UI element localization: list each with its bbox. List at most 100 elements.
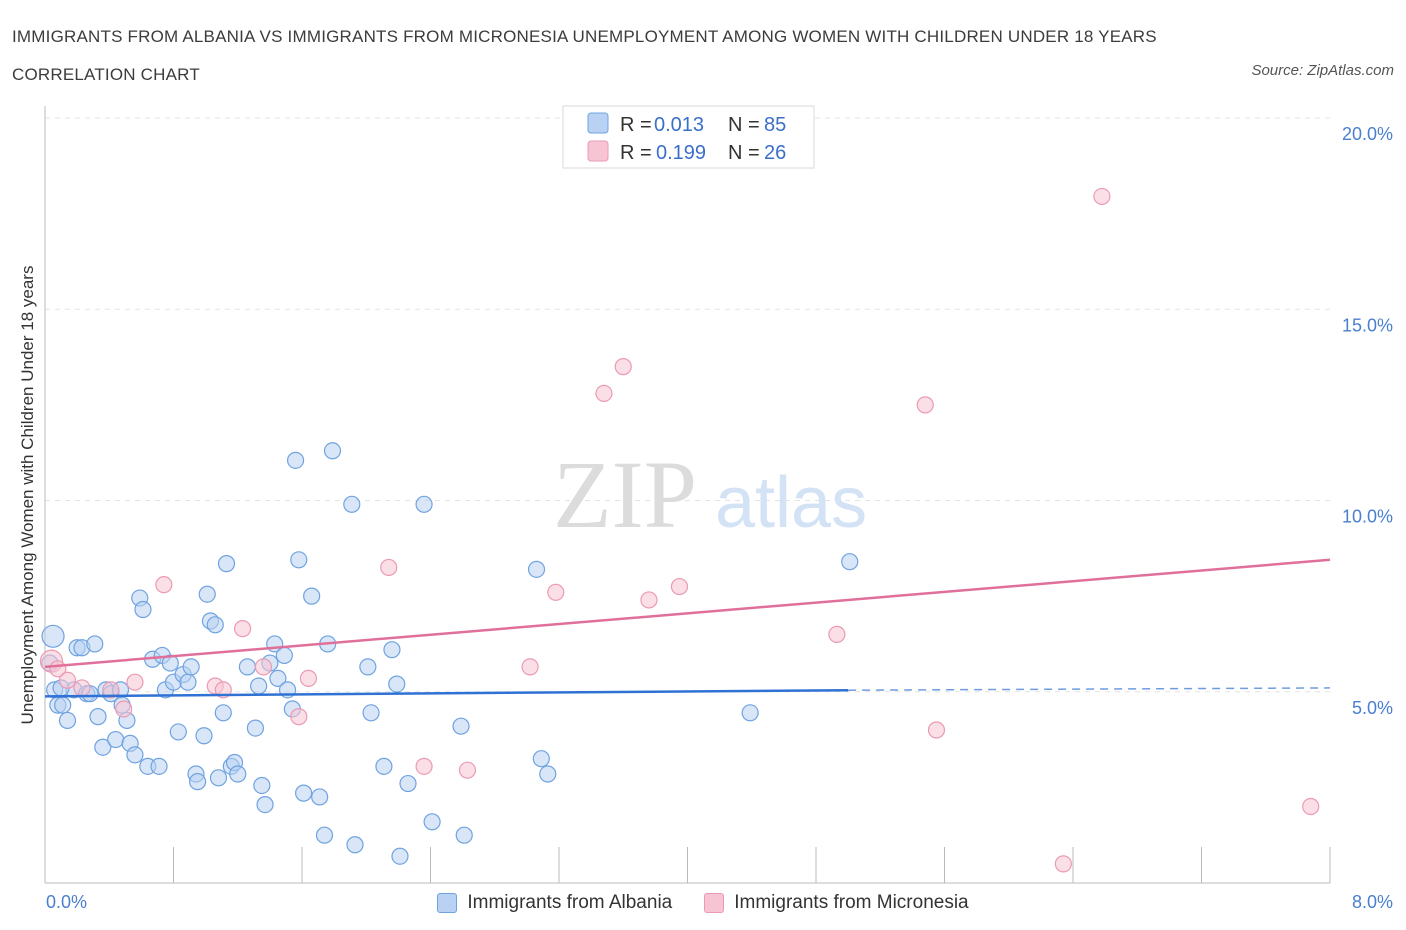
point-albania	[455, 826, 473, 844]
bottom-legend: Immigrants from Albania Immigrants from …	[0, 888, 1406, 918]
legend-swatch-albania	[437, 893, 458, 913]
legend-item-micronesia: Immigrants from Micronesia	[704, 892, 969, 914]
point-albania	[362, 704, 380, 722]
legend-swatch-micronesia	[587, 140, 609, 162]
legend-r-label-micronesia: R =	[620, 142, 652, 164]
point-albania	[383, 641, 401, 659]
point-albania	[58, 711, 77, 730]
point-micronesia	[380, 558, 398, 577]
axes-layer	[44, 106, 1331, 884]
point-albania	[179, 673, 197, 691]
point-micronesia	[115, 700, 133, 718]
legend-r-value-micronesia: 0.199	[656, 142, 706, 164]
grid-layer	[45, 117, 1330, 693]
point-albania	[303, 587, 321, 605]
point-albania	[399, 774, 417, 793]
point-albania	[741, 704, 759, 722]
x-tick-label: 8.0%	[1352, 892, 1393, 912]
point-albania	[107, 730, 125, 749]
point-micronesia	[521, 658, 539, 676]
point-micronesia	[290, 708, 308, 726]
point-albania	[229, 765, 247, 783]
point-albania	[198, 585, 216, 603]
point-albania	[150, 757, 168, 775]
point-albania	[346, 836, 364, 854]
point-micronesia	[1054, 855, 1072, 873]
legend-n-value-albania: 85	[764, 114, 786, 136]
legend-label-micronesia: Immigrants from Micronesia	[734, 892, 969, 913]
point-albania	[134, 600, 152, 619]
y-tick-label: 10.0%	[1342, 507, 1393, 527]
point-albania	[311, 788, 329, 806]
point-albania	[94, 738, 112, 756]
trendline-albania	[44, 688, 849, 698]
legend-item-albania: Immigrants from Albania	[437, 892, 672, 914]
point-micronesia	[927, 721, 946, 739]
point-albania	[253, 776, 271, 795]
trendline-albania-extension	[848, 687, 1331, 691]
point-albania	[86, 635, 104, 653]
point-micronesia	[547, 583, 565, 601]
point-albania	[527, 560, 546, 578]
point-albania	[126, 746, 144, 764]
point-albania	[182, 658, 200, 676]
chart-source: Source: ZipAtlas.com	[1251, 62, 1394, 79]
point-micronesia	[458, 761, 477, 779]
point-micronesia	[1093, 187, 1111, 206]
point-albania	[539, 765, 557, 783]
watermark-atlas: atlas	[715, 463, 867, 543]
point-micronesia	[828, 625, 846, 643]
point-micronesia	[73, 679, 91, 697]
point-albania	[214, 704, 232, 722]
point-micronesia	[916, 396, 934, 414]
watermark-zip: ZIP	[553, 441, 697, 548]
point-albania	[256, 795, 274, 814]
chart-title: IMMIGRANTS FROM ALBANIA VS IMMIGRANTS FR…	[12, 27, 1157, 84]
point-micronesia	[126, 673, 144, 691]
y-tick-label: 20.0%	[1342, 124, 1393, 144]
x-tick-label: 0.0%	[46, 892, 87, 912]
point-micronesia	[102, 681, 120, 699]
point-micronesia	[233, 620, 252, 638]
point-albania	[452, 717, 470, 735]
point-micronesia	[254, 658, 273, 676]
trendline-micronesia	[44, 558, 1331, 669]
point-albania	[391, 847, 409, 865]
point-albania	[290, 551, 308, 569]
legend-swatch-micronesia	[704, 893, 725, 913]
trend-layer	[44, 558, 1331, 698]
point-micronesia	[1302, 797, 1320, 816]
y-tick-label: 5.0%	[1352, 698, 1393, 718]
point-micronesia	[595, 384, 613, 402]
legend-n-label-micronesia: N =	[728, 142, 760, 164]
point-micronesia	[614, 358, 632, 376]
legend-r-label-albania: R =	[620, 114, 652, 136]
legend-r-value-albania: 0.013	[654, 114, 704, 136]
point-albania	[217, 555, 236, 573]
point-albania	[343, 495, 361, 513]
point-albania	[323, 442, 342, 460]
point-albania	[423, 813, 441, 831]
point-micronesia	[640, 591, 658, 609]
point-albania	[188, 773, 207, 791]
legend-n-label-albania: N =	[728, 114, 760, 136]
point-micronesia	[415, 757, 433, 775]
top-legend: R = 0.013 N = 85 R = 0.199 N = 26	[562, 105, 815, 169]
y-tick-label: 15.0%	[1342, 315, 1393, 335]
point-albania	[195, 727, 213, 745]
point-albania	[89, 708, 107, 726]
point-micronesia	[58, 671, 77, 689]
point-albania	[388, 675, 406, 693]
point-albania	[54, 696, 72, 714]
point-micronesia	[670, 577, 689, 596]
watermark: ZIP atlas	[553, 441, 867, 548]
point-albania	[532, 750, 550, 768]
point-albania	[359, 658, 377, 676]
point-albania	[169, 723, 187, 741]
point-albania	[841, 553, 859, 571]
point-albania	[275, 646, 293, 665]
point-albania	[246, 719, 265, 737]
point-albania	[269, 669, 287, 687]
point-micronesia	[155, 576, 173, 594]
